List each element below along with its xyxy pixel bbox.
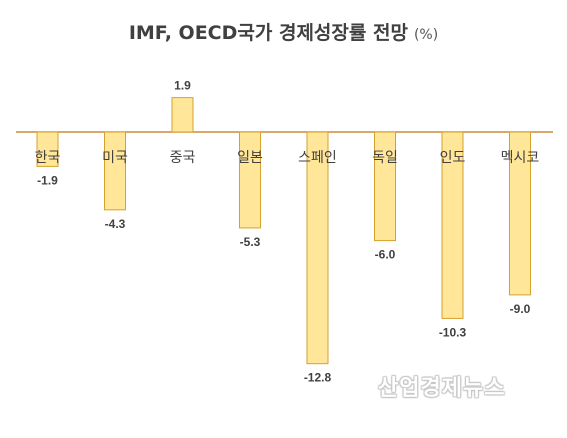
data-label: -10.3 [439, 325, 467, 339]
category-label: 미국 [102, 150, 128, 166]
data-label: -12.8 [304, 371, 332, 385]
bar-5 [306, 131, 329, 365]
data-label: -6.0 [375, 248, 396, 262]
data-label: -4.3 [105, 217, 126, 231]
bars-group [36, 97, 531, 365]
data-label: -5.3 [240, 235, 261, 249]
data-label: 1.9 [174, 79, 191, 93]
labels-group: 한국 -1.9 미국 -4.3 중국 1.9 일본 -5.3 스페인 -12.8 독일 -6.0 인도 -… [35, 79, 540, 385]
category-label: 일본 [237, 150, 263, 166]
category-label: 한국 [35, 150, 61, 166]
bar-2 [104, 131, 126, 211]
bar-6 [374, 131, 396, 242]
chart-title: IMF, OECD국가 경제성장률 전망 (%) [0, 18, 567, 45]
chart-title-text: IMF, OECD국가 경제성장률 전망 [128, 22, 408, 44]
data-label: -1.9 [37, 173, 58, 187]
category-label: 독일 [372, 150, 398, 166]
category-label: 중국 [170, 150, 196, 166]
data-label: -9.0 [510, 302, 531, 316]
bar-8 [509, 131, 531, 296]
bar-4 [239, 131, 261, 229]
watermark-logo: 산업경제뉴스 [378, 376, 506, 401]
bar-1 [36, 131, 59, 167]
category-label: 인도 [440, 150, 466, 166]
category-label: 스페인 [298, 150, 337, 166]
chart-unit: (%) [413, 27, 439, 43]
bar-3 [171, 97, 194, 133]
category-label: 멕시코 [501, 150, 540, 166]
bar-7 [441, 131, 464, 319]
